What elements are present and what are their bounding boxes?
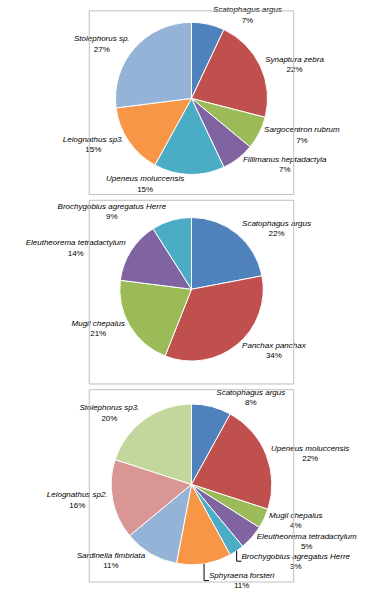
svg-text:Sargocentron rubrum7%: Sargocentron rubrum7%	[264, 125, 340, 144]
svg-text:Fillimanus heptadactyla7%: Fillimanus heptadactyla7%	[243, 155, 327, 174]
svg-text:Eleutheorema tetradactylum14%: Eleutheorema tetradactylum14%	[26, 238, 126, 257]
svg-text:Leiognathus sp2.16%: Leiognathus sp2.16%	[47, 490, 108, 509]
svg-text:Eleutheorema tetradactylum5%: Eleutheorema tetradactylum5%	[257, 532, 357, 551]
svg-text:Scatophagus argus22%: Scatophagus argus22%	[242, 219, 311, 238]
svg-text:Scatophagus argus7%: Scatophagus argus7%	[213, 5, 282, 24]
svg-text:Mugil chepalus21%: Mugil chepalus21%	[72, 319, 125, 338]
svg-text:Leiognathus sp3.15%: Leiognathus sp3.15%	[63, 135, 124, 154]
svg-text:Brochygobius agregatus Herre9%: Brochygobius agregatus Herre9%	[58, 202, 167, 221]
svg-text:Synaptura zebra22%: Synaptura zebra22%	[265, 55, 324, 74]
svg-text:Sphyraena forsteri11%: Sphyraena forsteri11%	[209, 571, 275, 590]
svg-text:Stolephorus sp3.20%: Stolephorus sp3.20%	[79, 403, 139, 422]
svg-text:Sardinella fimbriata11%: Sardinella fimbriata11%	[77, 551, 146, 570]
svg-text:Upeneus moluccensis15%: Upeneus moluccensis15%	[106, 174, 184, 193]
svg-text:Scatophagus argus8%: Scatophagus argus8%	[216, 388, 285, 407]
svg-text:Upeneus moluccensis22%: Upeneus moluccensis22%	[271, 444, 349, 463]
svg-text:Mugil chepalus4%: Mugil chepalus4%	[269, 511, 322, 530]
svg-text:Brochygobius agregatus Herre3%: Brochygobius agregatus Herre3%	[242, 552, 351, 571]
svg-text:Panchax panchax34%: Panchax panchax34%	[242, 341, 307, 360]
svg-text:Stolephorus sp.27%: Stolephorus sp.27%	[74, 34, 130, 53]
